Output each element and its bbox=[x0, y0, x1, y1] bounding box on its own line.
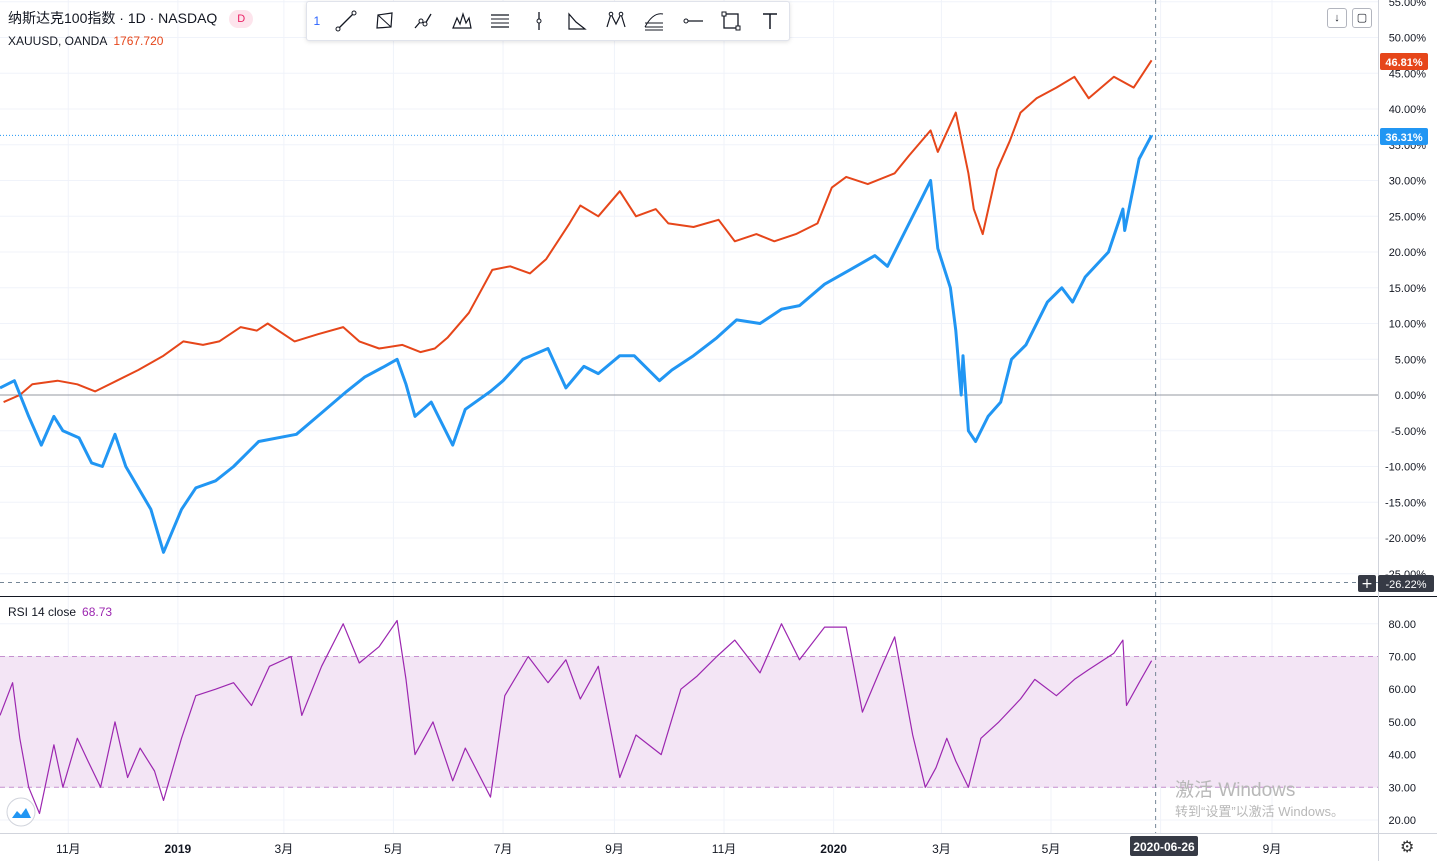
last-value-label-nasdaq: 36.31% bbox=[1380, 128, 1428, 145]
rsi-tick-label: 70.00 bbox=[1388, 652, 1416, 664]
trend-line-icon[interactable] bbox=[327, 2, 366, 40]
rsi-tick-label: 40.00 bbox=[1388, 750, 1416, 762]
time-tick-label: 9月 bbox=[1263, 842, 1282, 856]
crosshair-price-label: + -26.22% bbox=[1358, 575, 1434, 592]
interval[interactable]: 1D bbox=[127, 10, 146, 26]
rsi-band bbox=[0, 656, 1378, 788]
price-tick-label: 55.00% bbox=[1389, 0, 1427, 9]
crosshair-date-label: 2020-06-26 bbox=[1130, 836, 1198, 856]
svg-text:2020-06-26: 2020-06-26 bbox=[1133, 840, 1195, 854]
rsi-tick-label: 20.00 bbox=[1388, 815, 1416, 827]
exchange: NASDAQ bbox=[158, 10, 218, 26]
fullscreen-icon[interactable]: ▢ bbox=[1352, 8, 1372, 28]
rsi-tick-label: 30.00 bbox=[1388, 782, 1416, 794]
time-tick-label: 5月 bbox=[1042, 842, 1061, 856]
time-tick-label: 3月 bbox=[275, 842, 294, 856]
horizontal-ray-icon[interactable] bbox=[673, 2, 712, 40]
box-icon[interactable] bbox=[712, 2, 751, 40]
price-tick-label: 0.00% bbox=[1395, 390, 1426, 402]
price-tick-label: 45.00% bbox=[1389, 68, 1427, 80]
price-tick-label: 30.00% bbox=[1389, 176, 1427, 188]
svg-text:-26.22%: -26.22% bbox=[1386, 579, 1427, 591]
price-tick-label: 40.00% bbox=[1389, 104, 1427, 116]
toolbar-handle[interactable]: 1 bbox=[313, 14, 321, 28]
compare-symbol[interactable]: XAUUSD, OANDA bbox=[8, 34, 108, 48]
windows-activation-hint: 转到“设置”以激活 Windows。 bbox=[1175, 804, 1345, 819]
price-tick-label: -20.00% bbox=[1385, 533, 1426, 545]
ray-icon[interactable] bbox=[404, 2, 443, 40]
nasdaq-series-line bbox=[0, 134, 1153, 554]
rsi-label[interactable]: RSI 14 close bbox=[8, 605, 77, 619]
last-value-label-gold: 46.81% bbox=[1380, 53, 1428, 70]
nasdaq-last-value: 36.31% bbox=[1385, 132, 1423, 144]
rectangle-shape-icon[interactable] bbox=[365, 2, 404, 40]
price-tick-label: -10.00% bbox=[1385, 462, 1426, 474]
price-tick-label: 20.00% bbox=[1389, 247, 1427, 259]
price-axis-labels: 55.00%50.00%45.00%40.00%35.00%30.00%25.0… bbox=[1385, 0, 1426, 581]
rsi-tick-label: 80.00 bbox=[1388, 619, 1416, 631]
drawing-toolbar: 1 bbox=[306, 1, 790, 41]
time-tick-label: 9月 bbox=[605, 842, 624, 856]
gold-last-value: 46.81% bbox=[1385, 57, 1423, 69]
separator: · bbox=[149, 10, 155, 26]
rsi-series-line bbox=[0, 619, 1153, 815]
symbol-name[interactable]: 纳斯达克100指数 bbox=[8, 10, 116, 26]
pattern-icon[interactable] bbox=[442, 2, 481, 40]
rsi-value: 68.73 bbox=[82, 605, 113, 619]
time-tick-label: 11月 bbox=[56, 842, 80, 856]
compare-header: XAUUSD, OANDA 1767.720 bbox=[8, 34, 163, 48]
price-tick-label: 10.00% bbox=[1389, 319, 1427, 331]
windows-activation-title: 激活 Windows bbox=[1175, 780, 1296, 801]
time-tick-label: 11月 bbox=[712, 842, 736, 856]
price-tick-label: 50.00% bbox=[1389, 33, 1427, 45]
price-tick-label: -5.00% bbox=[1391, 426, 1426, 438]
time-axis-labels: 11月20193月5月7月9月11月20203月5月7月9月 bbox=[56, 842, 1281, 856]
arrow-down-icon[interactable]: ↓ bbox=[1327, 8, 1347, 28]
time-tick-label: 7月 bbox=[494, 842, 513, 856]
price-tick-label: 25.00% bbox=[1389, 211, 1427, 223]
rsi-axis-labels: 80.00 70.00 60.00 50.00 40.00 30.00 20.00 bbox=[1388, 619, 1416, 827]
plus-icon: + bbox=[1361, 576, 1373, 592]
pitchfork-icon[interactable] bbox=[635, 2, 674, 40]
interval-badge[interactable]: D bbox=[229, 10, 254, 28]
gold-series-line bbox=[3, 59, 1153, 404]
rsi-tick-label: 60.00 bbox=[1388, 684, 1416, 696]
time-tick-label: 3月 bbox=[932, 842, 951, 856]
parallel-lines-icon[interactable] bbox=[481, 2, 520, 40]
triangle-icon[interactable] bbox=[558, 2, 597, 40]
path-icon[interactable] bbox=[596, 2, 635, 40]
text-tool-icon[interactable] bbox=[750, 2, 789, 40]
settings-gear-icon[interactable]: ⚙ bbox=[1400, 839, 1415, 856]
vertical-line-icon[interactable] bbox=[519, 2, 558, 40]
series-layer bbox=[0, 59, 1153, 815]
series-header: 纳斯达克100指数 · 1D · NASDAQ D bbox=[8, 8, 254, 28]
time-tick-label: 2020 bbox=[820, 842, 847, 856]
price-tick-label: 15.00% bbox=[1389, 283, 1427, 295]
time-tick-label: 5月 bbox=[384, 842, 403, 856]
separator: · bbox=[119, 10, 124, 26]
logo-cloud-icon[interactable] bbox=[6, 797, 36, 827]
time-tick-label: 2019 bbox=[165, 842, 192, 856]
price-tick-label: -15.00% bbox=[1385, 497, 1426, 509]
rsi-tick-label: 50.00 bbox=[1388, 717, 1416, 729]
rsi-header: RSI 14 close 68.73 bbox=[8, 605, 112, 619]
price-tick-label: 5.00% bbox=[1395, 354, 1426, 366]
compare-value: 1767.720 bbox=[113, 34, 164, 48]
